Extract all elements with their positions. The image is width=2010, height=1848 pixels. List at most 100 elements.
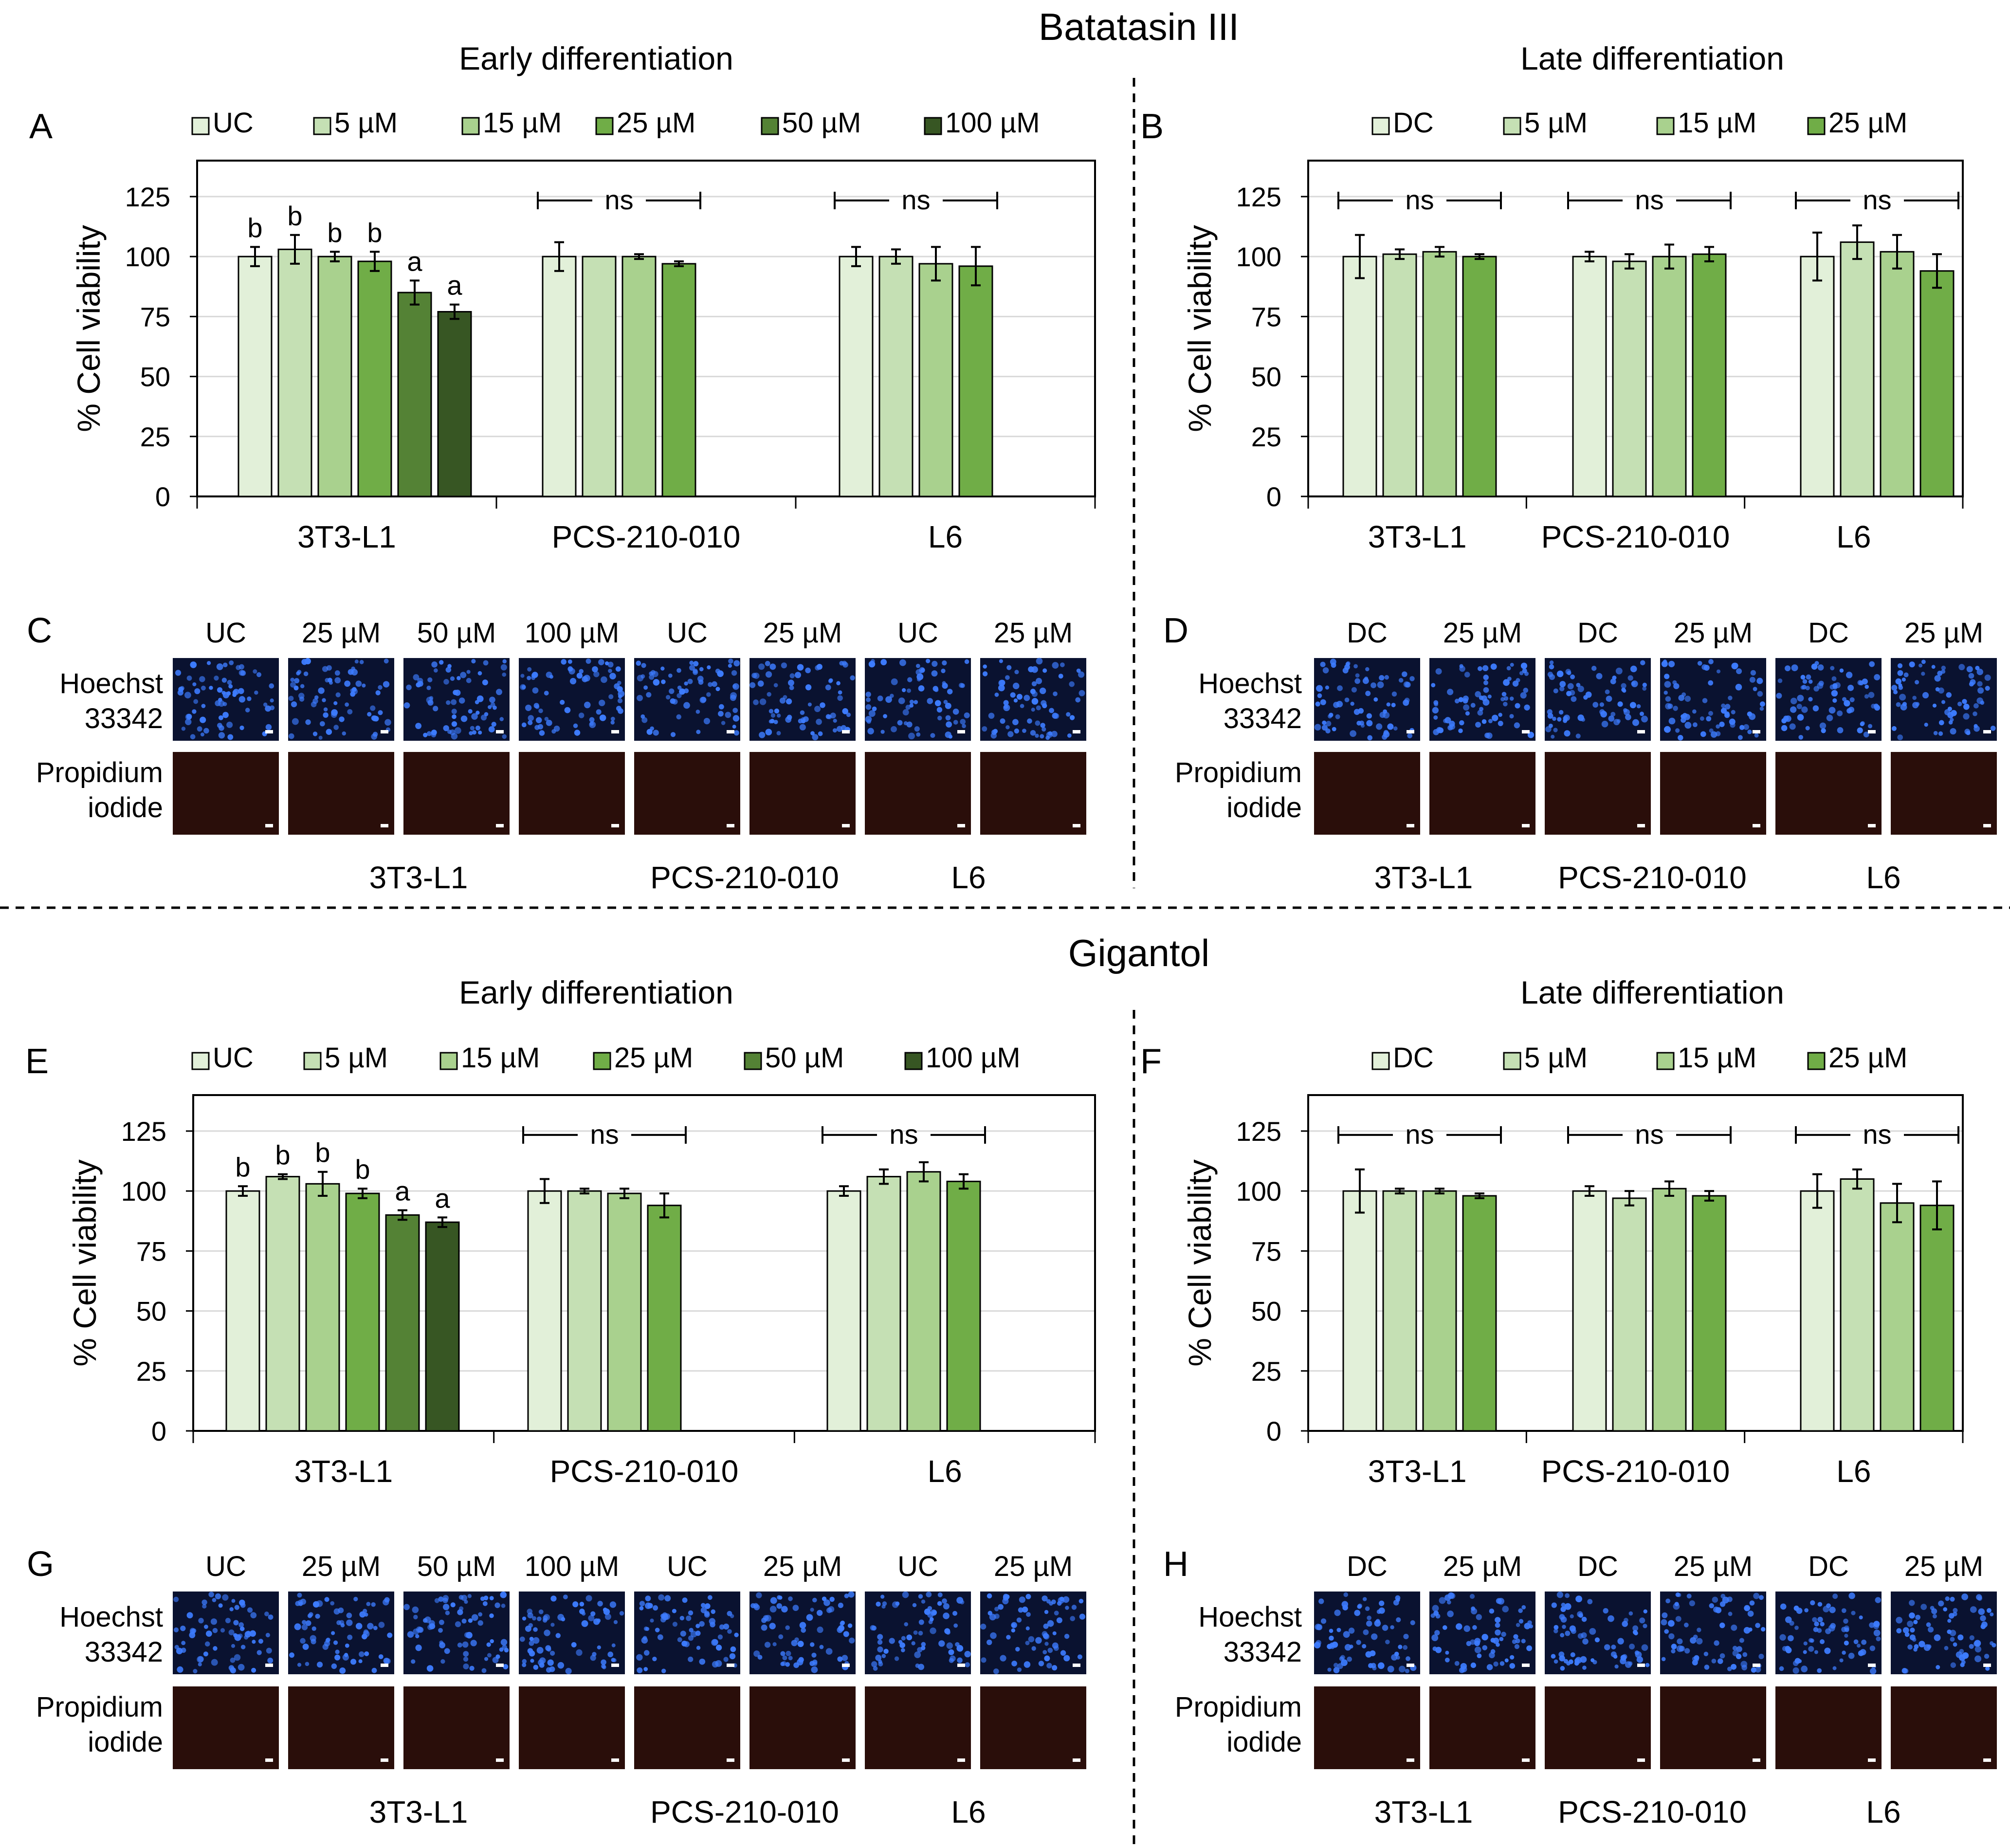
nucleus bbox=[1681, 717, 1686, 723]
nucleus bbox=[947, 689, 953, 695]
image-column-label: 25 µM bbox=[763, 617, 842, 649]
nucleus bbox=[1804, 1608, 1809, 1612]
nucleus bbox=[1069, 715, 1075, 720]
nucleus bbox=[942, 681, 946, 685]
nucleus bbox=[364, 1612, 368, 1617]
nucleus bbox=[789, 673, 795, 678]
nucleus bbox=[1042, 727, 1046, 732]
nucleus bbox=[1362, 677, 1369, 684]
nucleus bbox=[1790, 697, 1797, 705]
nucleus bbox=[1014, 670, 1019, 675]
nucleus bbox=[1025, 1593, 1031, 1599]
nucleus bbox=[1909, 1600, 1915, 1606]
nucleus bbox=[1709, 1603, 1714, 1609]
nucleus bbox=[323, 707, 328, 712]
nucleus bbox=[733, 660, 740, 667]
nucleus bbox=[500, 1592, 507, 1598]
nucleus bbox=[445, 1610, 450, 1615]
scale-bar bbox=[381, 1664, 388, 1667]
nucleus bbox=[550, 1595, 557, 1602]
nucleus bbox=[785, 1625, 790, 1630]
nucleus bbox=[1556, 1592, 1564, 1598]
nucleus bbox=[175, 670, 182, 676]
nucleus bbox=[683, 702, 690, 709]
nucleus bbox=[1869, 1645, 1876, 1651]
hoechst-nuclei bbox=[980, 1593, 1085, 1674]
nucleus bbox=[1492, 714, 1498, 721]
nucleus bbox=[1514, 722, 1520, 729]
image-column-label: 25 µM bbox=[1674, 617, 1753, 649]
nucleus bbox=[918, 1630, 923, 1636]
nucleus bbox=[688, 1656, 694, 1662]
nucleus bbox=[1731, 1664, 1737, 1670]
nucleus bbox=[1320, 699, 1326, 705]
nucleus bbox=[407, 1631, 414, 1638]
bar bbox=[1692, 253, 1727, 497]
nucleus bbox=[1779, 1634, 1786, 1641]
nucleus bbox=[883, 1648, 889, 1654]
legend-swatch bbox=[904, 1052, 923, 1070]
nucleus bbox=[934, 700, 941, 707]
nucleus bbox=[1896, 1616, 1903, 1624]
nucleus bbox=[1500, 697, 1505, 702]
nucleus bbox=[765, 660, 770, 666]
nucleus bbox=[1041, 700, 1047, 706]
nucleus bbox=[1950, 1662, 1956, 1668]
scale-bar bbox=[265, 824, 273, 827]
nucleus bbox=[1334, 1610, 1341, 1616]
nucleus bbox=[1973, 703, 1979, 709]
nucleus bbox=[1645, 1663, 1650, 1667]
nucleus bbox=[781, 1661, 786, 1666]
image-column-label: 25 µM bbox=[994, 1551, 1073, 1582]
nucleus bbox=[712, 1639, 718, 1646]
nucleus bbox=[1343, 1592, 1349, 1597]
legend-swatch bbox=[1371, 117, 1390, 135]
nucleus bbox=[1961, 1593, 1969, 1600]
nucleus bbox=[1075, 697, 1081, 703]
hoechst-nuclei bbox=[636, 1594, 739, 1673]
nucleus bbox=[703, 717, 711, 725]
nucleus bbox=[335, 1649, 340, 1654]
scale-bar bbox=[496, 1758, 504, 1762]
nucleus bbox=[653, 730, 659, 736]
nucleus bbox=[1663, 727, 1668, 732]
hoechst-nuclei bbox=[1896, 1593, 1996, 1674]
nucleus bbox=[1952, 1611, 1957, 1617]
scale-bar bbox=[957, 824, 965, 827]
nucleus bbox=[578, 713, 585, 718]
nucleus bbox=[1754, 733, 1759, 738]
nucleus bbox=[233, 1620, 239, 1626]
nucleus bbox=[953, 1623, 958, 1628]
nucleus bbox=[1901, 677, 1906, 682]
nucleus bbox=[359, 659, 364, 664]
nucleus bbox=[1990, 1612, 1994, 1617]
nucleus bbox=[1953, 1642, 1957, 1647]
scale-bar bbox=[1073, 824, 1080, 827]
nucleus bbox=[203, 1625, 208, 1629]
nucleus bbox=[1390, 1625, 1394, 1629]
nucleus bbox=[899, 659, 906, 666]
nucleus bbox=[1011, 1628, 1016, 1633]
nucleus bbox=[378, 1654, 384, 1659]
nucleus bbox=[502, 734, 507, 739]
nucleus bbox=[1616, 719, 1621, 723]
nucleus bbox=[294, 678, 300, 684]
nucleus bbox=[1796, 703, 1802, 710]
image-column-label: 25 µM bbox=[763, 1551, 842, 1582]
nucleus bbox=[1672, 680, 1677, 685]
scale-bar bbox=[842, 824, 850, 827]
nucleus bbox=[842, 662, 848, 668]
bar bbox=[1462, 256, 1497, 497]
nucleus bbox=[1744, 1605, 1751, 1611]
nucleus bbox=[1078, 671, 1085, 678]
nucleus bbox=[1731, 710, 1736, 714]
nucleus bbox=[1353, 664, 1358, 669]
nucleus bbox=[1549, 664, 1554, 670]
nucleus bbox=[610, 720, 615, 725]
bar bbox=[1612, 1197, 1647, 1432]
nucleus bbox=[1805, 685, 1810, 691]
nucleus bbox=[1732, 1650, 1739, 1657]
nucleus bbox=[1403, 681, 1410, 688]
nucleus bbox=[264, 1611, 269, 1616]
nucleus bbox=[297, 1592, 302, 1598]
